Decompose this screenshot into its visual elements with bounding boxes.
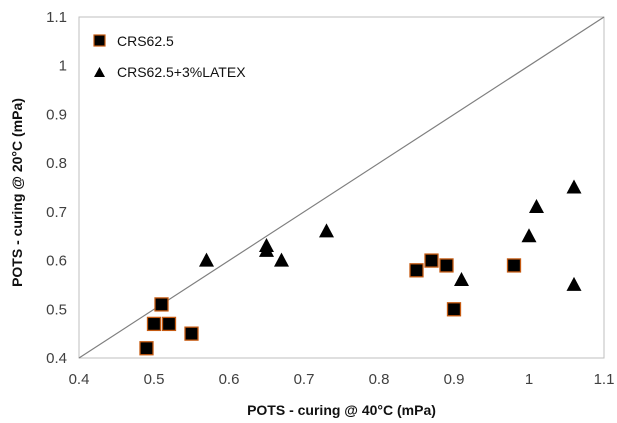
series-square (139, 253, 522, 356)
y-tick-label: 0.4 (46, 350, 67, 367)
data-point-triangle (521, 228, 537, 243)
x-tick-label: 0.7 (294, 371, 315, 388)
data-point-square (146, 316, 162, 332)
legend-item-crs62-5: CRS62.5 (93, 33, 174, 49)
legend-label-crs62-5: CRS62.5 (117, 33, 174, 49)
y-tick-label: 0.5 (46, 301, 67, 318)
y-tick-label: 1 (59, 58, 67, 75)
x-tick-label: 0.5 (144, 371, 165, 388)
data-point-triangle (566, 276, 582, 291)
data-point-triangle (566, 179, 582, 194)
y-tick-label: 0.9 (46, 106, 67, 123)
data-point-square (184, 326, 199, 341)
data-point-square (446, 302, 462, 317)
y-tick-label: 1.1 (46, 9, 67, 26)
legend: CRS62.5 CRS62.5+3%LATEX (93, 33, 246, 80)
x-tick-label: 0.8 (369, 371, 390, 388)
x-tick-label: 0.9 (444, 371, 465, 388)
x-tick-label: 1 (525, 371, 533, 388)
data-point-triangle (274, 252, 289, 267)
data-point-square (409, 263, 424, 278)
data-point-square (154, 297, 169, 312)
y-tick-label: 0.7 (46, 204, 67, 221)
plot-frame (78, 16, 605, 359)
x-tick-label: 0.4 (69, 371, 90, 388)
series-triangle (199, 179, 582, 291)
y-axis-title: POTS - curing @ 20°C (mPa) (9, 98, 25, 287)
data-point-square (161, 316, 177, 332)
data-point-triangle (319, 223, 334, 238)
y-axis: 0.4 0.5 0.6 0.7 0.8 0.9 1 1.1 (46, 9, 67, 367)
data-point-square (139, 341, 154, 356)
plot-area: 0.4 0.5 0.6 0.7 0.8 0.9 1 1.1 0.40.50.60.70.80.… (46, 9, 614, 388)
legend-label-crs62-5-latex: CRS62.5+3%LATEX (117, 64, 246, 80)
data-point-triangle (529, 198, 544, 213)
data-point-triangle (199, 252, 214, 267)
legend-item-crs62-5-latex: CRS62.5+3%LATEX (94, 64, 246, 80)
data-point-triangle (259, 237, 274, 252)
legend-square-marker-icon (93, 34, 106, 47)
y-tick-label: 0.6 (46, 253, 67, 270)
x-axis-title: POTS - curing @ 40°C (mPa) (247, 402, 436, 418)
data-point-square (506, 258, 522, 273)
data-point-triangle (454, 272, 469, 287)
y-tick-label: 0.8 (46, 155, 67, 172)
data-point-square (439, 258, 454, 273)
data-points (139, 179, 582, 356)
x-axis: 0.4 0.5 0.6 0.7 0.8 0.9 1 1.1 (69, 371, 615, 388)
legend-triangle-marker-icon (94, 67, 105, 77)
data-point-square (424, 253, 439, 268)
x-tick-label: 0.6 (219, 371, 240, 388)
x-tick-label: 1.1 (594, 371, 615, 388)
